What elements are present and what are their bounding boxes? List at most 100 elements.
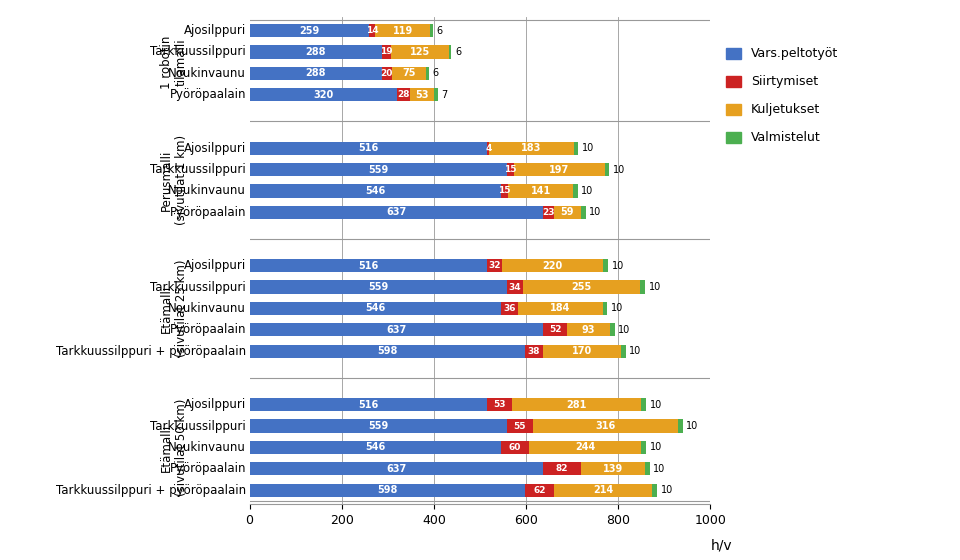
Bar bbox=[250, 281, 507, 294]
Bar bbox=[543, 462, 581, 475]
Text: 34: 34 bbox=[509, 283, 521, 292]
Bar bbox=[554, 206, 581, 219]
Text: 637: 637 bbox=[386, 464, 406, 474]
Text: Pyöröpaalain: Pyöröpaalain bbox=[169, 206, 246, 219]
Bar bbox=[397, 88, 410, 101]
Text: 197: 197 bbox=[549, 165, 569, 175]
Text: 220: 220 bbox=[542, 261, 563, 270]
Bar bbox=[369, 24, 375, 37]
Bar bbox=[501, 441, 529, 454]
Text: 53: 53 bbox=[416, 90, 429, 100]
Bar bbox=[645, 462, 650, 475]
Text: Noukinvaunu: Noukinvaunu bbox=[168, 302, 246, 315]
Text: 10: 10 bbox=[589, 207, 602, 217]
Text: 28: 28 bbox=[397, 90, 410, 99]
Text: 59: 59 bbox=[561, 207, 574, 217]
Bar bbox=[250, 259, 488, 272]
Bar bbox=[581, 206, 586, 219]
Bar bbox=[523, 281, 640, 294]
Text: 93: 93 bbox=[582, 325, 595, 335]
Bar bbox=[507, 419, 533, 433]
Bar bbox=[501, 184, 508, 198]
Text: 62: 62 bbox=[533, 486, 545, 494]
Text: Tarkkuussilppuri + pyöröpaalain: Tarkkuussilppuri + pyöröpaalain bbox=[56, 484, 246, 497]
Bar bbox=[543, 323, 567, 337]
Text: 214: 214 bbox=[593, 485, 613, 495]
Text: 10: 10 bbox=[649, 282, 660, 292]
Text: 546: 546 bbox=[365, 304, 386, 314]
Bar bbox=[430, 24, 433, 37]
Bar bbox=[392, 67, 426, 80]
Text: 637: 637 bbox=[386, 325, 406, 335]
Bar bbox=[488, 398, 512, 411]
Text: 598: 598 bbox=[377, 346, 397, 356]
Bar bbox=[567, 323, 610, 337]
Text: 516: 516 bbox=[358, 143, 378, 153]
Bar bbox=[250, 344, 525, 358]
Text: 10: 10 bbox=[582, 143, 594, 153]
Bar bbox=[488, 142, 490, 155]
Text: 19: 19 bbox=[380, 48, 393, 57]
Text: 6: 6 bbox=[455, 47, 461, 57]
Bar bbox=[448, 45, 451, 59]
Text: 516: 516 bbox=[358, 400, 378, 410]
Text: 598: 598 bbox=[377, 485, 397, 495]
Bar bbox=[382, 67, 392, 80]
Text: 10: 10 bbox=[612, 261, 624, 270]
Bar bbox=[641, 398, 646, 411]
Bar bbox=[512, 398, 641, 411]
Text: 546: 546 bbox=[365, 442, 386, 452]
Bar bbox=[250, 45, 382, 59]
Text: Noukinvaunu: Noukinvaunu bbox=[168, 184, 246, 198]
Bar bbox=[621, 344, 626, 358]
Text: Ajosilppuri: Ajosilppuri bbox=[183, 142, 246, 155]
Text: 320: 320 bbox=[313, 90, 333, 100]
Legend: Vars.peltotyöt, Siirtymiset, Kuljetukset, Valmistelut: Vars.peltotyöt, Siirtymiset, Kuljetukset… bbox=[726, 48, 838, 144]
Bar bbox=[410, 88, 434, 101]
Bar bbox=[604, 259, 608, 272]
Text: 1 robotin
tilamalli: 1 robotin tilamalli bbox=[159, 36, 187, 90]
Text: Pyöröpaalain: Pyöröpaalain bbox=[169, 463, 246, 475]
Bar bbox=[250, 419, 507, 433]
Bar bbox=[250, 88, 397, 101]
Bar bbox=[502, 259, 604, 272]
Text: 281: 281 bbox=[566, 400, 587, 410]
Text: 53: 53 bbox=[493, 400, 506, 409]
Bar bbox=[603, 302, 607, 315]
Bar bbox=[250, 184, 501, 198]
Bar bbox=[543, 206, 554, 219]
Text: Ajosilppuri: Ajosilppuri bbox=[183, 259, 246, 272]
Bar bbox=[250, 484, 525, 497]
Bar bbox=[529, 441, 641, 454]
Bar bbox=[488, 259, 502, 272]
Bar bbox=[250, 163, 507, 176]
Bar bbox=[573, 184, 578, 198]
Bar bbox=[517, 302, 603, 315]
Text: Pyöröpaalain: Pyöröpaalain bbox=[169, 88, 246, 101]
Text: 559: 559 bbox=[369, 165, 389, 175]
Bar bbox=[605, 163, 610, 176]
Text: 6: 6 bbox=[437, 26, 443, 36]
Text: 141: 141 bbox=[531, 186, 551, 196]
Bar bbox=[653, 484, 657, 497]
Text: 10: 10 bbox=[660, 485, 673, 495]
Text: 637: 637 bbox=[386, 207, 406, 217]
Text: Noukinvaunu: Noukinvaunu bbox=[168, 67, 246, 80]
Text: Etämalli
(sivutilat 25 km): Etämalli (sivutilat 25 km) bbox=[159, 260, 187, 357]
Bar bbox=[490, 142, 573, 155]
Bar bbox=[391, 45, 448, 59]
Bar bbox=[581, 462, 645, 475]
Text: 6: 6 bbox=[433, 68, 439, 78]
Bar bbox=[515, 163, 605, 176]
Bar bbox=[250, 142, 488, 155]
Bar bbox=[375, 24, 430, 37]
Text: 139: 139 bbox=[603, 464, 623, 474]
Text: 36: 36 bbox=[503, 304, 516, 313]
Text: 20: 20 bbox=[381, 69, 393, 78]
Bar bbox=[382, 45, 391, 59]
Text: 60: 60 bbox=[509, 443, 521, 452]
Text: 244: 244 bbox=[575, 442, 595, 452]
Text: 4: 4 bbox=[485, 144, 492, 153]
Bar bbox=[426, 67, 429, 80]
Text: 10: 10 bbox=[611, 304, 623, 314]
